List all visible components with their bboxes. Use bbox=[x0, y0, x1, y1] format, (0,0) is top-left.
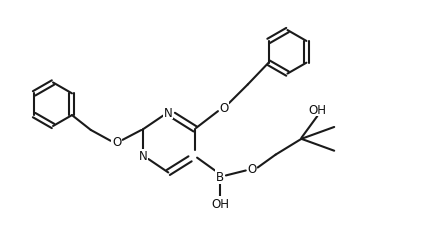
Text: OH: OH bbox=[211, 197, 229, 210]
Text: N: N bbox=[164, 106, 173, 119]
Text: O: O bbox=[112, 136, 121, 149]
Text: O: O bbox=[219, 101, 229, 114]
Text: B: B bbox=[216, 170, 224, 183]
Text: OH: OH bbox=[308, 103, 326, 116]
Text: O: O bbox=[247, 162, 256, 175]
Text: N: N bbox=[139, 150, 148, 162]
